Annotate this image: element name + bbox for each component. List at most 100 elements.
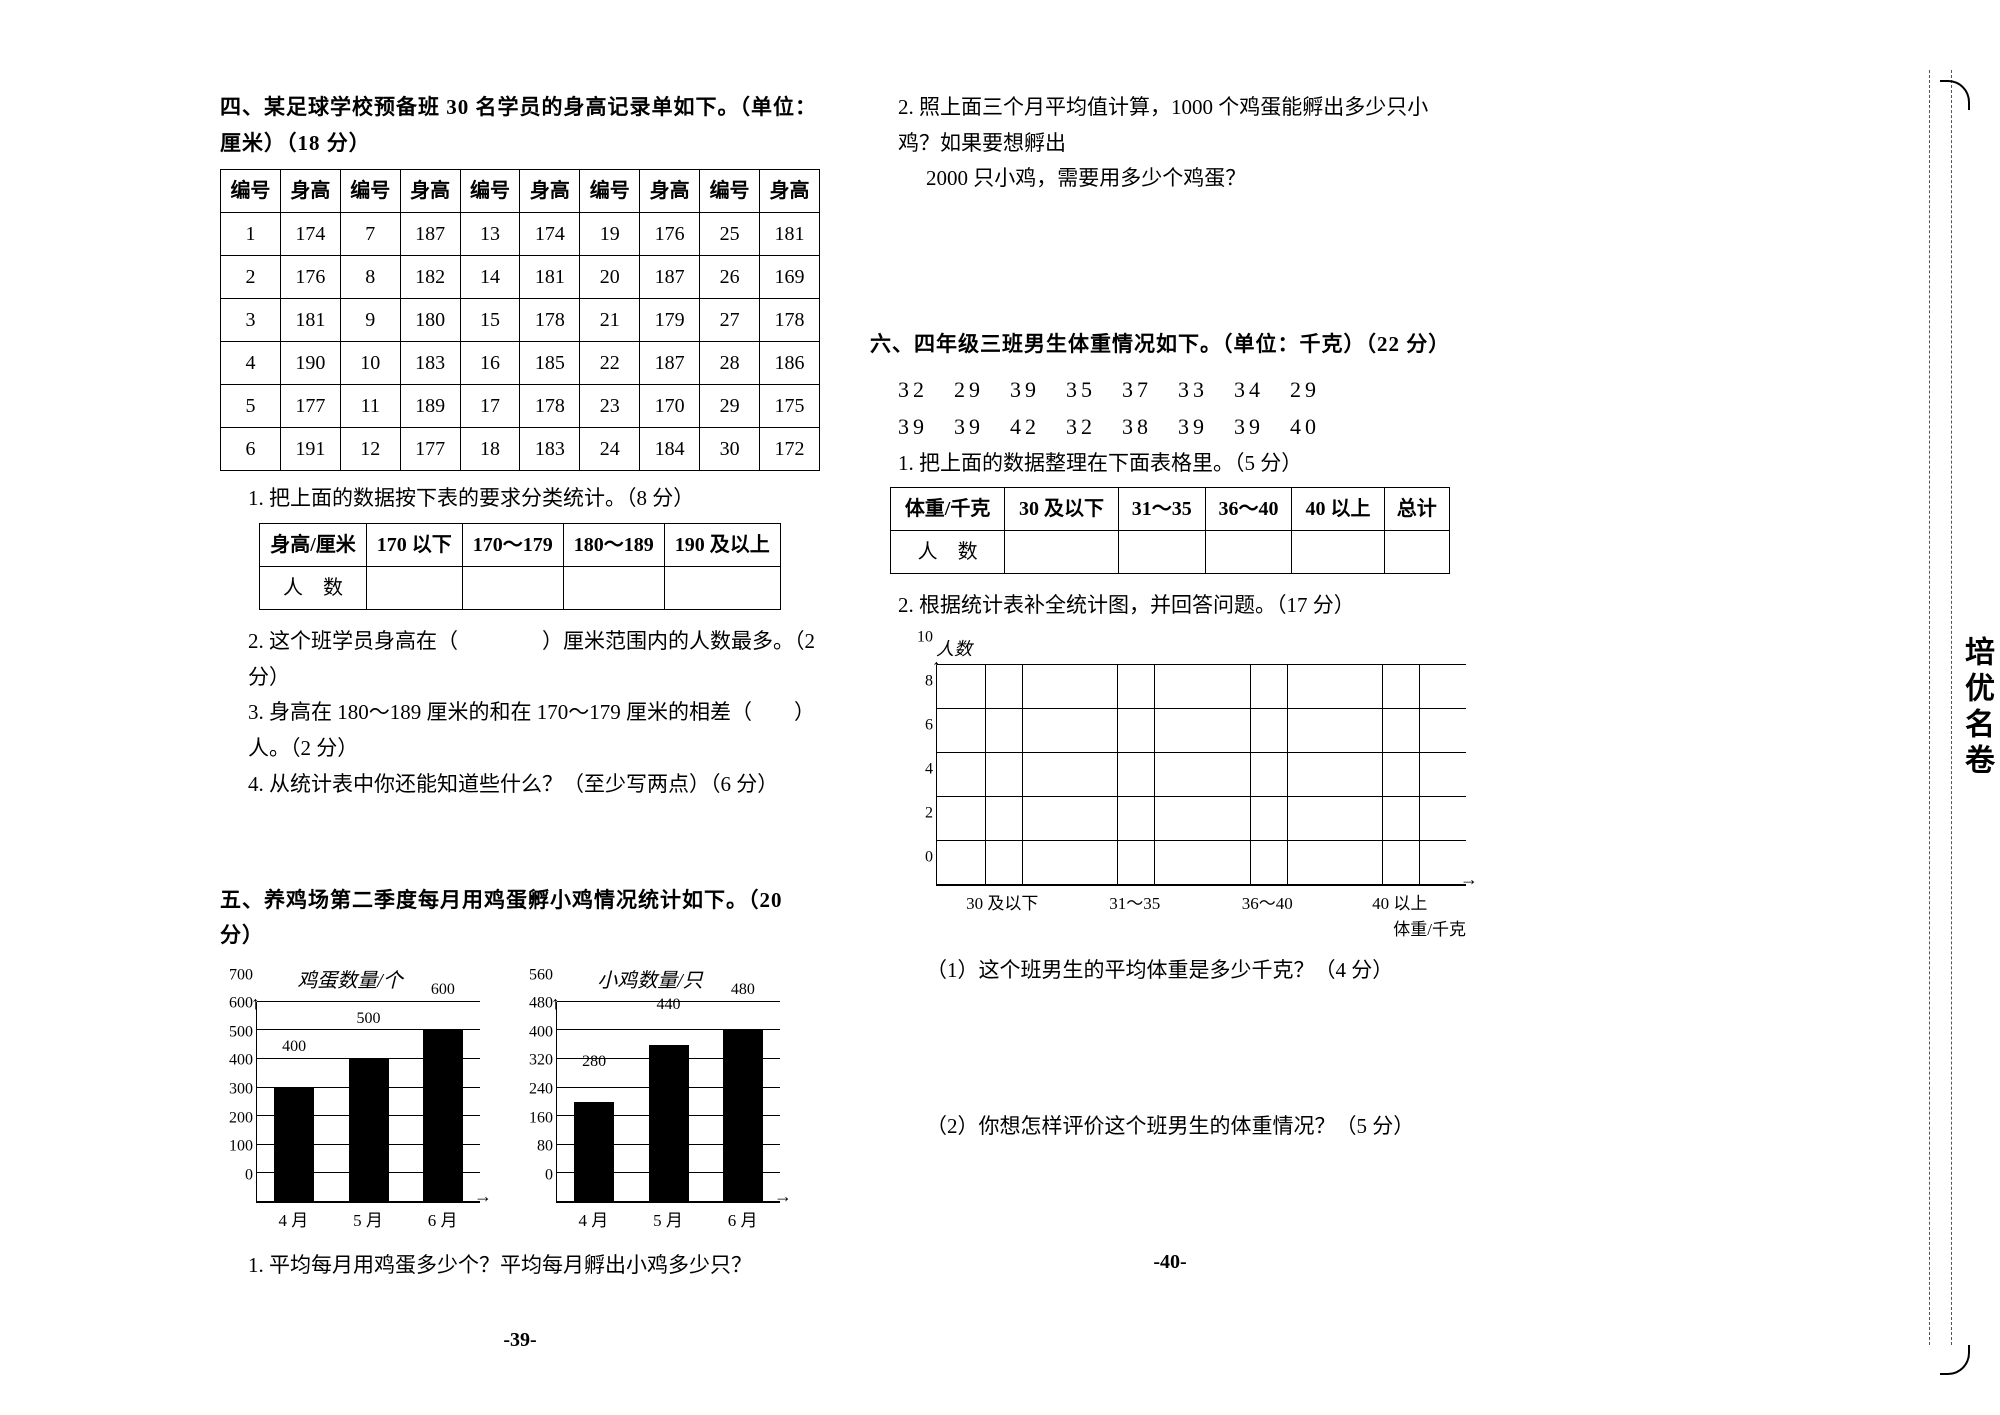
- table-cell: [1292, 531, 1384, 574]
- table-header: 身高: [640, 170, 700, 213]
- arrow-up-icon: ↑: [932, 651, 941, 682]
- table-header: 身高: [400, 170, 460, 213]
- table-header: 身高: [760, 170, 820, 213]
- hist-ytitle: 人数: [936, 634, 1466, 665]
- bar: [423, 1030, 463, 1201]
- table-cell: 14: [460, 256, 520, 299]
- table-cell: 183: [400, 342, 460, 385]
- section5-q2b: 2000 只小鸡，需要用多少个鸡蛋？: [870, 161, 1470, 197]
- empty-bar-slot: [985, 664, 1023, 885]
- table-cell: [462, 567, 563, 610]
- table-header: 身高/厘米: [260, 524, 367, 567]
- table-cell: 11: [340, 385, 400, 428]
- section4-q2: 2. 这个班学员身高在（ ）厘米范围内的人数最多。（2 分）: [220, 624, 820, 695]
- x-tick-label: 4 月: [278, 1207, 308, 1236]
- table-cell: 人 数: [891, 531, 1005, 574]
- table-cell: 181: [520, 256, 580, 299]
- y-tick-label: 300: [213, 1075, 253, 1102]
- right-dashed-line: [1929, 70, 1930, 1345]
- table-cell: [1005, 531, 1119, 574]
- table-row: 21768182141812018726169: [221, 256, 820, 299]
- section6-q2-1: （1）这个班男生的平均体重是多少千克？（4 分）: [870, 953, 1470, 989]
- section5-title: 五、养鸡场第二季度每月用鸡蛋孵小鸡情况统计如下。（20 分）: [220, 883, 820, 954]
- table-cell: 183: [520, 428, 580, 471]
- table-cell: 13: [460, 213, 520, 256]
- bar: [723, 1030, 763, 1201]
- y-tick-label: 10: [903, 624, 933, 651]
- table-cell: 174: [280, 213, 340, 256]
- table-cell: 6: [221, 428, 281, 471]
- table-cell: 187: [400, 213, 460, 256]
- y-tick-label: 4: [903, 756, 933, 783]
- weights-row1: 32 29 39 35 37 33 34 29: [870, 371, 1470, 408]
- bar-value-label: 480: [723, 976, 763, 1003]
- bar-value-label: 280: [574, 1048, 614, 1075]
- table-cell: 28: [700, 342, 760, 385]
- series-logo: 培优名卷: [1954, 636, 1998, 780]
- y-tick-label: 100: [213, 1133, 253, 1160]
- page-number-left: -39-: [220, 1323, 820, 1357]
- table-cell: [664, 567, 780, 610]
- bar: [349, 1059, 389, 1202]
- table-cell: 172: [760, 428, 820, 471]
- y-tick-label: 560: [513, 961, 553, 988]
- table-header: 编号: [460, 170, 520, 213]
- y-tick-label: 160: [513, 1104, 553, 1131]
- right-dashed-line-2: [1951, 70, 1952, 1345]
- table-cell: 186: [760, 342, 820, 385]
- bar-value-label: 400: [274, 1033, 314, 1060]
- table-cell: 175: [760, 385, 820, 428]
- table-cell: 3: [221, 299, 281, 342]
- table-cell: 170: [640, 385, 700, 428]
- section5-q1: 1. 平均每月用鸡蛋多少个？平均每月孵出小鸡多少只？: [220, 1248, 820, 1284]
- x-tick-label: 36～40: [1201, 890, 1334, 919]
- table-header: 身高: [280, 170, 340, 213]
- table-cell: 7: [340, 213, 400, 256]
- y-tick-label: 0: [213, 1161, 253, 1188]
- table-cell: 26: [700, 256, 760, 299]
- table-cell: 23: [580, 385, 640, 428]
- bar: [274, 1088, 314, 1202]
- table-cell: 1: [221, 213, 281, 256]
- x-tick-label: 30 及以下: [936, 890, 1069, 919]
- x-tick-label: 4 月: [578, 1207, 608, 1236]
- table-cell: 178: [760, 299, 820, 342]
- table-cell: 17: [460, 385, 520, 428]
- corner-top-right: [1940, 80, 1970, 110]
- egg-chart: 鸡蛋数量/个 ↑ → 01002003004005006007004005006…: [220, 964, 480, 1236]
- x-tick-label: 6 月: [728, 1207, 758, 1236]
- table-cell: 21: [580, 299, 640, 342]
- bar: [574, 1102, 614, 1202]
- table-header: 36～40: [1205, 488, 1292, 531]
- table-cell: 176: [280, 256, 340, 299]
- table-header: 体重/千克: [891, 488, 1005, 531]
- table-header: 编号: [221, 170, 281, 213]
- weights-row2: 39 39 42 32 38 39 39 40: [870, 408, 1470, 445]
- table-cell: [366, 567, 462, 610]
- empty-bar-slot: [1250, 664, 1288, 885]
- table-cell: 187: [640, 342, 700, 385]
- table-cell: 179: [640, 299, 700, 342]
- table-cell: 16: [460, 342, 520, 385]
- table-cell: [1118, 531, 1205, 574]
- bar-value-label: 440: [649, 990, 689, 1017]
- y-tick-label: 200: [213, 1104, 253, 1131]
- table-cell: 24: [580, 428, 640, 471]
- table-cell: 185: [520, 342, 580, 385]
- height-summary-table: 身高/厘米170 以下170～179180～189190 及以上 人 数: [259, 523, 781, 610]
- table-row: 619112177181832418430172: [221, 428, 820, 471]
- table-cell: 191: [280, 428, 340, 471]
- table-header: 身高: [520, 170, 580, 213]
- weight-histogram: 人数 ↑ → 0246810 30 及以下31～3536～4040 以上 体重/…: [906, 634, 1466, 945]
- y-tick-label: 2: [903, 800, 933, 827]
- hist-xtitle: 体重/千克: [906, 916, 1466, 945]
- y-tick-label: 500: [213, 1018, 253, 1045]
- section4-q4: 4. 从统计表中你还能知道些什么？（至少写两点）（6 分）: [220, 767, 820, 803]
- table-cell: 10: [340, 342, 400, 385]
- x-tick-label: 40 以上: [1334, 890, 1467, 919]
- charts-row: 鸡蛋数量/个 ↑ → 01002003004005006007004005006…: [220, 964, 820, 1236]
- bar-value-label: 500: [349, 1005, 389, 1032]
- table-cell: 190: [280, 342, 340, 385]
- section6-q2-2: （2）你想怎样评价这个班男生的体重情况？（5 分）: [870, 1109, 1470, 1145]
- y-tick-label: 320: [513, 1047, 553, 1074]
